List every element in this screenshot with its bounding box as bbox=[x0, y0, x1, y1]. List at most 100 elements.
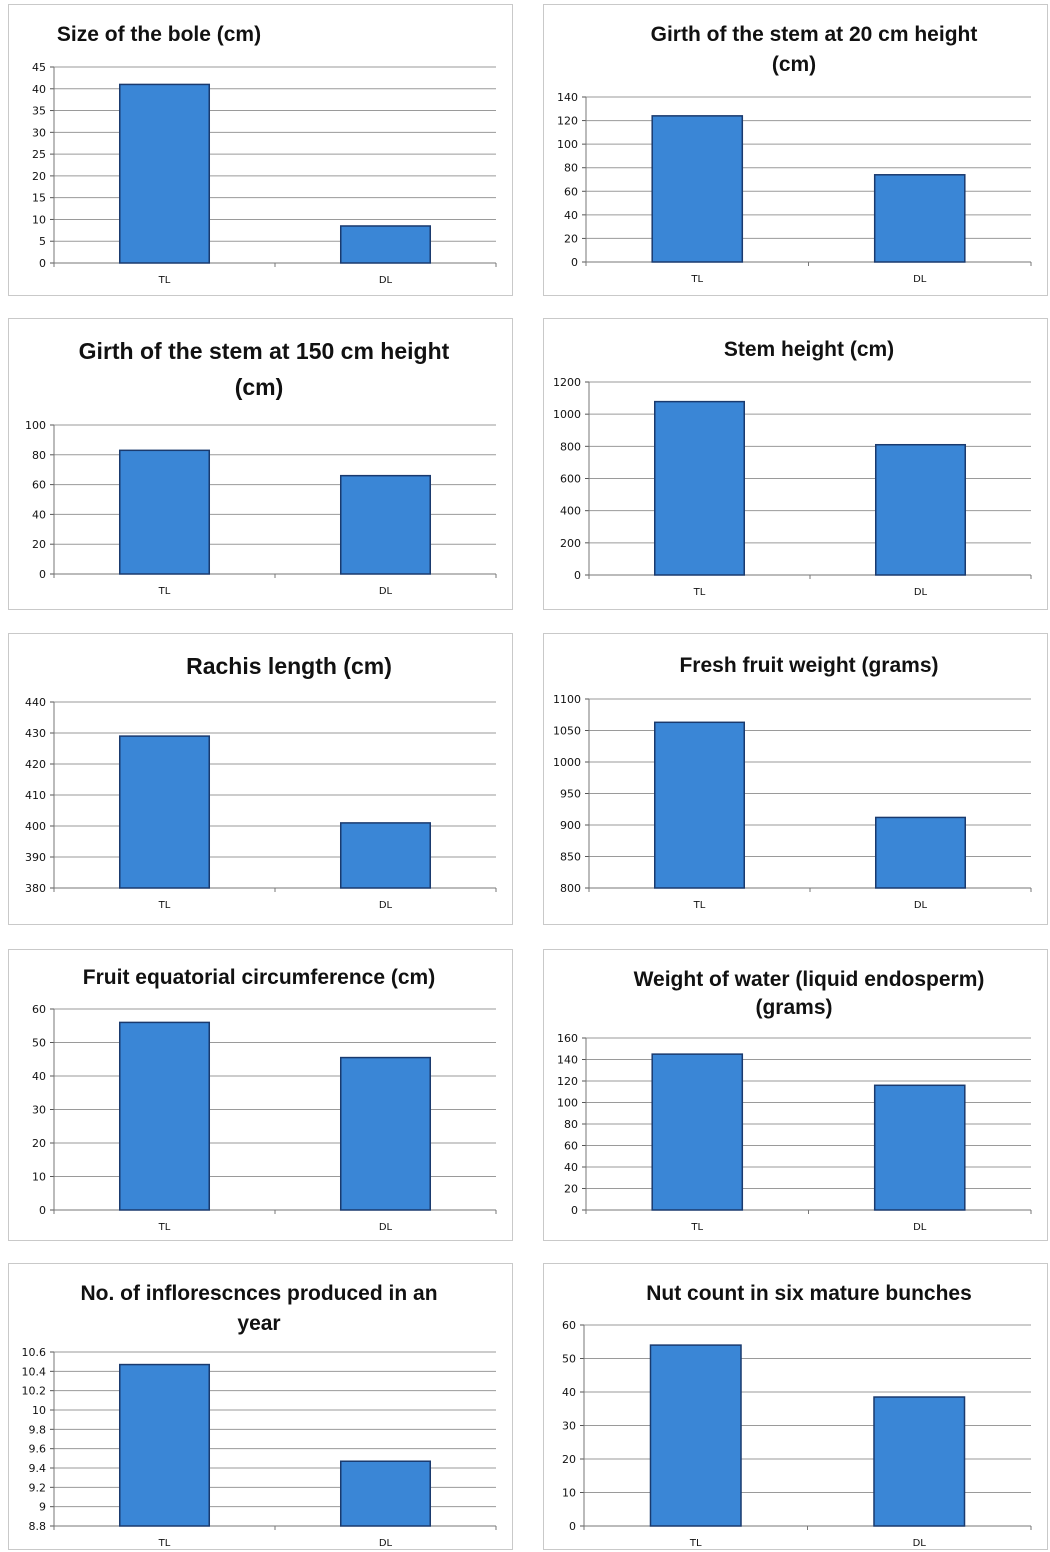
y-tick-label: 60 bbox=[32, 479, 46, 492]
chart-svg: Size of the bole (cm) 0 5 10 15 20 25 30 35 40 45 T… bbox=[32, 23, 497, 286]
bar-dl bbox=[873, 1396, 966, 1527]
chart-girth-150cm: Girth of the stem at 150 cm height (cm) 0 2… bbox=[8, 318, 513, 610]
y-tick-label: 0 bbox=[571, 256, 578, 269]
y-tick-label: 10 bbox=[32, 213, 46, 226]
y-tick-label: 120 bbox=[557, 1075, 578, 1088]
chart-title: Fresh fruit weight (grams) bbox=[679, 654, 938, 677]
bar-dl bbox=[339, 822, 432, 889]
x-category-label: DL bbox=[913, 1538, 927, 1549]
chart-svg: Girth of the stem at 20 cm height (cm) 0 20… bbox=[557, 23, 1032, 285]
y-tick-label: 40 bbox=[32, 83, 46, 96]
y-tick-label: 800 bbox=[560, 882, 581, 895]
y-tick-label: 10 bbox=[32, 1404, 46, 1417]
y-tick-label: 9.4 bbox=[29, 1462, 47, 1475]
x-category-label: TL bbox=[690, 274, 703, 285]
y-tick-label: 0 bbox=[571, 1204, 578, 1217]
y-tick-label: 40 bbox=[32, 508, 46, 521]
chart-svg: Weight of water (liquid endosperm) (grams… bbox=[557, 968, 1032, 1233]
bar-tl bbox=[118, 83, 211, 264]
y-tick-label: 20 bbox=[32, 538, 46, 551]
y-tick-label: 40 bbox=[562, 1386, 576, 1399]
y-tick-label: 5 bbox=[39, 235, 46, 248]
bar-tl bbox=[653, 400, 746, 576]
y-tick-label: 1050 bbox=[553, 725, 581, 738]
x-category-label: TL bbox=[690, 1222, 703, 1233]
chart-title-line-2: (grams) bbox=[755, 996, 832, 1019]
y-tick-label: 50 bbox=[562, 1353, 576, 1366]
y-tick-label: 900 bbox=[560, 819, 581, 832]
y-tick-label: 20 bbox=[564, 232, 578, 245]
y-tick-label: 35 bbox=[32, 105, 46, 118]
y-tick-label: 40 bbox=[564, 1161, 578, 1174]
y-tick-label: 80 bbox=[564, 1118, 578, 1131]
y-tick-label: 8.8 bbox=[29, 1520, 47, 1533]
x-category-label: DL bbox=[379, 1538, 393, 1549]
y-tick-label: 600 bbox=[560, 473, 581, 486]
x-category-label: DL bbox=[913, 1222, 927, 1233]
y-tick-label: 60 bbox=[32, 1003, 46, 1016]
y-tick-label: 10.6 bbox=[22, 1346, 47, 1359]
bar-dl bbox=[339, 225, 432, 264]
x-category-label: TL bbox=[158, 1538, 171, 1549]
bar-dl bbox=[873, 174, 966, 263]
y-tick-label: 400 bbox=[25, 820, 46, 833]
y-tick-label: 410 bbox=[25, 789, 46, 802]
y-tick-label: 160 bbox=[557, 1032, 578, 1045]
bar-dl bbox=[874, 443, 967, 576]
chart-svg: Stem height (cm) 0 200 400 600 800 1000 1200 TL D… bbox=[553, 338, 1032, 598]
y-tick-label: 0 bbox=[39, 257, 46, 270]
y-tick-label: 80 bbox=[564, 162, 578, 175]
y-tick-label: 430 bbox=[25, 727, 46, 740]
chart-svg: Fruit equatorial circumference (cm) 0 10 20… bbox=[32, 966, 497, 1233]
y-tick-label: 950 bbox=[560, 788, 581, 801]
y-tick-label: 20 bbox=[564, 1183, 578, 1196]
y-tick-label: 200 bbox=[560, 537, 581, 550]
y-tick-label: 0 bbox=[569, 1520, 576, 1533]
y-tick-label: 9 bbox=[39, 1501, 46, 1514]
y-tick-label: 9.8 bbox=[29, 1423, 47, 1436]
chart-fruit-circumference: Fruit equatorial circumference (cm) 0 10 20… bbox=[8, 949, 513, 1241]
y-tick-label: 45 bbox=[32, 61, 46, 74]
x-category-label: DL bbox=[379, 586, 393, 597]
y-tick-label: 800 bbox=[560, 440, 581, 453]
x-category-label: TL bbox=[158, 900, 171, 911]
x-category-label: DL bbox=[914, 900, 928, 911]
chart-title: Fruit equatorial circumference (cm) bbox=[83, 966, 435, 989]
chart-inflorescences: No. of inflorescnces produced in an year 8… bbox=[8, 1263, 513, 1550]
bar-tl bbox=[653, 721, 746, 889]
y-tick-label: 1200 bbox=[553, 376, 581, 389]
chart-svg: Fresh fruit weight (grams) 800 850 900 950 10… bbox=[553, 654, 1032, 911]
chart-rachis-length: Rachis length (cm) 380 390 400 410 420 430 440 T… bbox=[8, 633, 513, 925]
y-tick-label: 60 bbox=[564, 1140, 578, 1153]
chart-water-weight: Weight of water (liquid endosperm) (grams… bbox=[543, 949, 1048, 1241]
x-category-label: DL bbox=[379, 275, 393, 286]
bar-tl bbox=[651, 1053, 744, 1211]
y-tick-label: 20 bbox=[32, 170, 46, 183]
bar-tl bbox=[118, 1363, 211, 1527]
chart-title: Weight of water (liquid endosperm) bbox=[634, 968, 985, 991]
bar-dl bbox=[339, 474, 432, 575]
chart-title: Stem height (cm) bbox=[724, 338, 894, 361]
y-tick-label: 40 bbox=[32, 1070, 46, 1083]
x-category-label: TL bbox=[158, 586, 171, 597]
x-category-label: DL bbox=[379, 1222, 393, 1233]
y-tick-label: 20 bbox=[562, 1453, 576, 1466]
chart-svg: Nut count in six mature bunches 0 10 20 30 40… bbox=[562, 1282, 1032, 1549]
chart-fresh-fruit-weight: Fresh fruit weight (grams) 800 850 900 950 10… bbox=[543, 633, 1048, 925]
chart-svg: Rachis length (cm) 380 390 400 410 420 430 440 T… bbox=[25, 653, 497, 911]
y-tick-label: 60 bbox=[564, 185, 578, 198]
chart-title-line-2: (cm) bbox=[772, 53, 816, 76]
y-tick-label: 100 bbox=[25, 419, 46, 432]
y-tick-label: 850 bbox=[560, 851, 581, 864]
y-tick-label: 60 bbox=[562, 1319, 576, 1332]
chart-title: Girth of the stem at 150 cm height bbox=[79, 338, 450, 364]
y-tick-label: 1100 bbox=[553, 693, 581, 706]
y-tick-label: 140 bbox=[557, 1054, 578, 1067]
bar-tl bbox=[651, 115, 744, 263]
y-tick-label: 50 bbox=[32, 1037, 46, 1050]
chart-svg: Girth of the stem at 150 cm height (cm) 0 2… bbox=[25, 338, 497, 597]
y-tick-label: 1000 bbox=[553, 408, 581, 421]
bar-dl bbox=[873, 1084, 966, 1211]
bar-tl bbox=[118, 449, 211, 575]
y-tick-label: 140 bbox=[557, 91, 578, 104]
